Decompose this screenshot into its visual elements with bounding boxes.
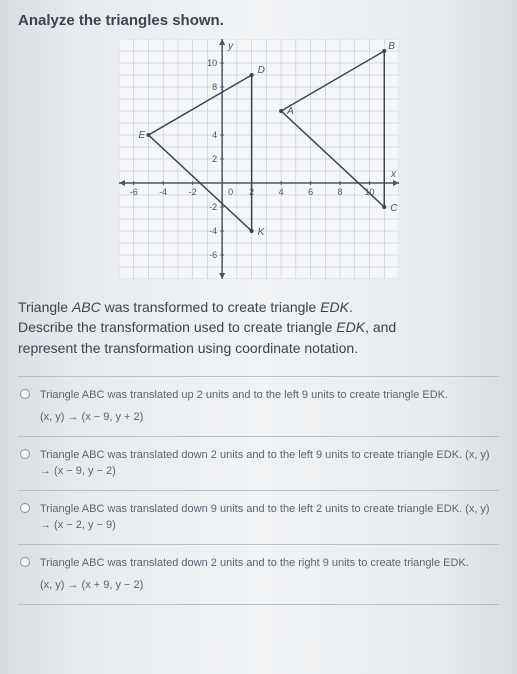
option-4[interactable]: Triangle ABC was translated down 2 units… (18, 545, 499, 605)
question-text: Triangle ABC was transformed to create t… (18, 297, 398, 358)
svg-text:6: 6 (308, 187, 313, 197)
graph-container: -6-4-2246810-6-4-2248100 ABCEDK xy (18, 39, 499, 279)
graph-svg: -6-4-2246810-6-4-2248100 ABCEDK xy (119, 39, 399, 279)
svg-text:B: B (388, 41, 395, 52)
option-text: Triangle ABC was translated up 2 units a… (40, 387, 495, 404)
svg-text:y: y (227, 41, 234, 52)
svg-text:-4: -4 (209, 226, 217, 236)
svg-text:-4: -4 (159, 187, 167, 197)
radio-icon (20, 449, 30, 459)
page-title: Analyze the triangles shown. (18, 12, 499, 29)
svg-text:8: 8 (212, 82, 217, 92)
svg-text:4: 4 (278, 187, 283, 197)
coordinate-graph: -6-4-2246810-6-4-2248100 ABCEDK xy (119, 39, 399, 279)
option-1[interactable]: Triangle ABC was translated up 2 units a… (18, 377, 499, 437)
svg-text:-6: -6 (129, 187, 137, 197)
option-2[interactable]: Triangle ABC was translated down 2 units… (18, 437, 499, 491)
svg-text:-2: -2 (188, 187, 196, 197)
svg-text:8: 8 (337, 187, 342, 197)
svg-text:-6: -6 (209, 250, 217, 260)
svg-text:E: E (138, 130, 145, 141)
option-text: Triangle ABC was translated down 9 units… (40, 501, 495, 534)
svg-text:10: 10 (207, 58, 217, 68)
svg-text:A: A (286, 106, 294, 117)
svg-text:0: 0 (228, 187, 233, 197)
option-notation: (x, y) → (x − 9, y + 2) (40, 409, 495, 426)
svg-text:x: x (390, 169, 397, 180)
svg-text:D: D (257, 65, 264, 76)
option-text: Triangle ABC was translated down 2 units… (40, 555, 495, 572)
svg-text:K: K (257, 227, 265, 238)
svg-text:4: 4 (212, 130, 217, 140)
svg-text:C: C (390, 203, 398, 214)
radio-icon (20, 389, 30, 399)
svg-text:10: 10 (364, 187, 374, 197)
svg-text:-2: -2 (209, 202, 217, 212)
radio-icon (20, 557, 30, 567)
options-list: Triangle ABC was translated up 2 units a… (18, 376, 499, 605)
svg-text:2: 2 (212, 154, 217, 164)
radio-icon (20, 503, 30, 513)
option-3[interactable]: Triangle ABC was translated down 9 units… (18, 491, 499, 545)
option-notation: (x, y) → (x + 9, y − 2) (40, 577, 495, 594)
option-text: Triangle ABC was translated down 2 units… (40, 447, 495, 480)
